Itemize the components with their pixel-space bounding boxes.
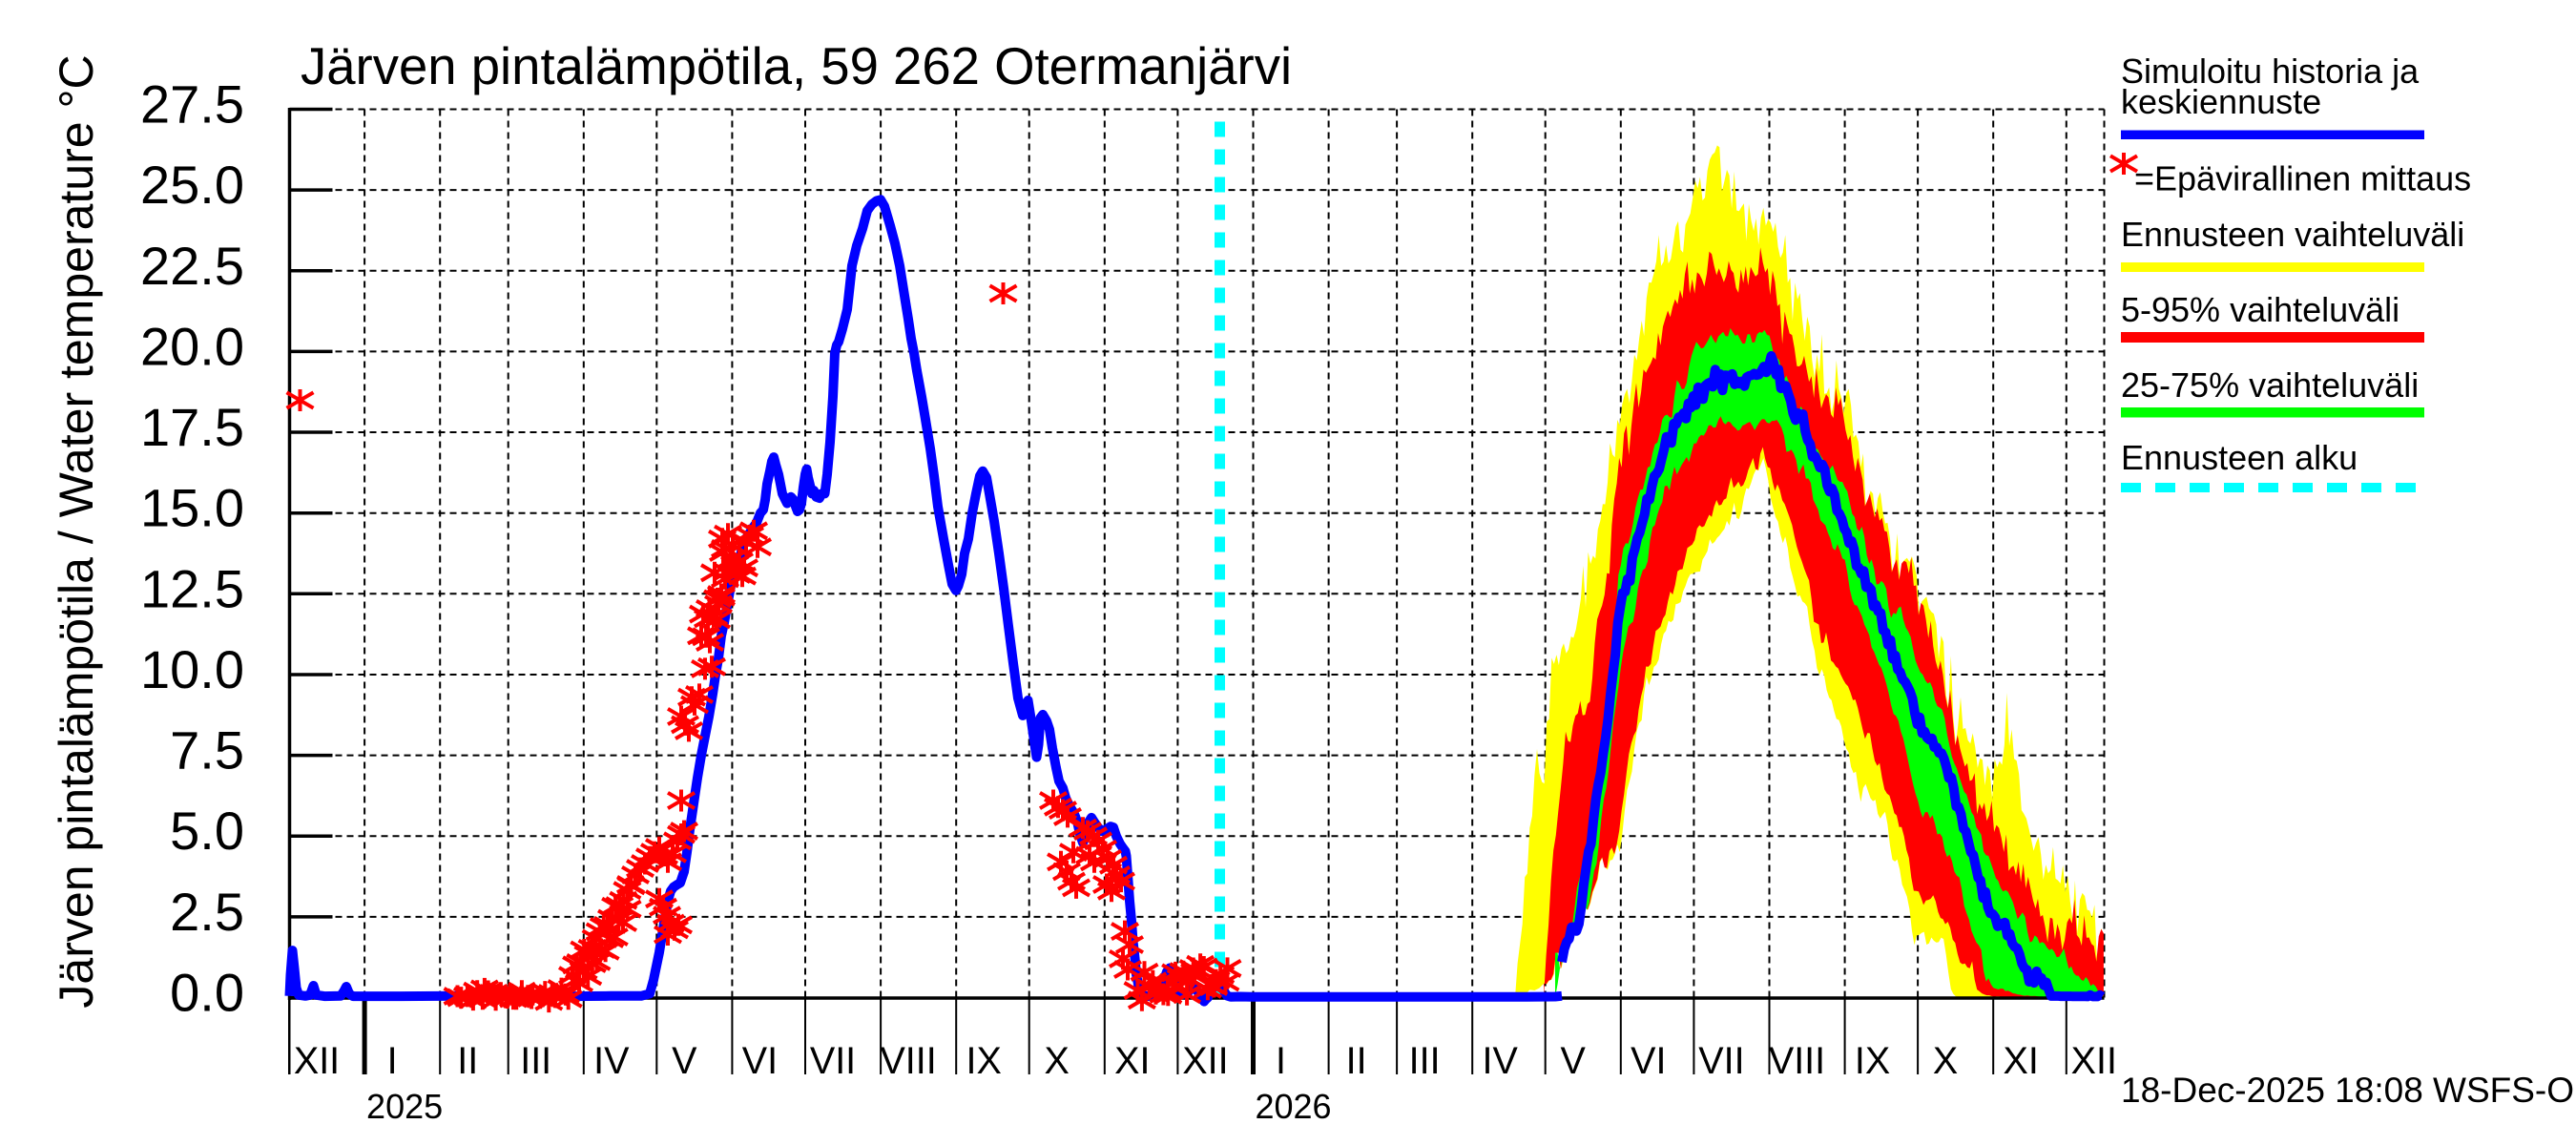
svg-text:12.5: 12.5: [140, 558, 244, 618]
svg-text:=Epävirallinen mittaus: =Epävirallinen mittaus: [2134, 159, 2471, 198]
svg-text:25.0: 25.0: [140, 155, 244, 215]
svg-text:II: II: [457, 1040, 478, 1082]
svg-text:V: V: [1561, 1040, 1587, 1082]
svg-text:VII: VII: [810, 1040, 856, 1082]
svg-text:27.5: 27.5: [140, 74, 244, 135]
svg-text:VIII: VIII: [880, 1040, 936, 1082]
svg-text:I: I: [387, 1040, 398, 1082]
svg-text:XI: XI: [2004, 1040, 2039, 1082]
svg-text:2026: 2026: [1255, 1087, 1331, 1126]
svg-text:Ennusteen vaihteluväli: Ennusteen vaihteluväli: [2121, 215, 2464, 254]
svg-text:Järven pintalämpötila / Water: Järven pintalämpötila / Water temperatur…: [50, 54, 103, 1008]
svg-text:0.0: 0.0: [170, 963, 244, 1023]
svg-text:5-95% vaihteluväli: 5-95% vaihteluväli: [2121, 290, 2399, 329]
svg-text:I: I: [1276, 1040, 1286, 1082]
svg-text:Ennusteen alku: Ennusteen alku: [2121, 438, 2358, 477]
svg-text:III: III: [1409, 1040, 1441, 1082]
svg-text:II: II: [1346, 1040, 1367, 1082]
svg-text:XII: XII: [1182, 1040, 1228, 1082]
svg-text:22.5: 22.5: [140, 236, 244, 296]
svg-text:2.5: 2.5: [170, 882, 244, 942]
svg-text:VIII: VIII: [1769, 1040, 1825, 1082]
svg-text:keskiennuste: keskiennuste: [2121, 82, 2321, 121]
svg-text:Järven pintalämpötila, 59 262: Järven pintalämpötila, 59 262 Otermanjär…: [301, 37, 1292, 95]
svg-text:20.0: 20.0: [140, 316, 244, 376]
svg-text:15.0: 15.0: [140, 478, 244, 538]
svg-text:18-Dec-2025 18:08 WSFS-O: 18-Dec-2025 18:08 WSFS-O: [2121, 1071, 2574, 1110]
svg-text:5.0: 5.0: [170, 801, 244, 861]
svg-text:XII: XII: [2071, 1040, 2117, 1082]
svg-text:7.5: 7.5: [170, 720, 244, 781]
svg-text:IV: IV: [593, 1040, 630, 1082]
svg-text:IV: IV: [1483, 1040, 1519, 1082]
svg-text:VI: VI: [1631, 1040, 1666, 1082]
svg-text:10.0: 10.0: [140, 639, 244, 699]
svg-text:V: V: [672, 1040, 697, 1082]
svg-text:VII: VII: [1698, 1040, 1744, 1082]
svg-text:17.5: 17.5: [140, 397, 244, 457]
svg-text:25-75% vaihteluväli: 25-75% vaihteluväli: [2121, 365, 2419, 405]
svg-text:III: III: [520, 1040, 551, 1082]
svg-text:X: X: [1933, 1040, 1958, 1082]
svg-text:X: X: [1045, 1040, 1070, 1082]
svg-text:XI: XI: [1114, 1040, 1150, 1082]
svg-text:2025: 2025: [366, 1087, 443, 1126]
svg-text:IX: IX: [966, 1040, 1002, 1082]
svg-text:Simuloitu historia ja: Simuloitu historia ja: [2121, 52, 2420, 91]
svg-text:IX: IX: [1855, 1040, 1890, 1082]
svg-text:XII: XII: [294, 1040, 340, 1082]
svg-text:VI: VI: [742, 1040, 778, 1082]
